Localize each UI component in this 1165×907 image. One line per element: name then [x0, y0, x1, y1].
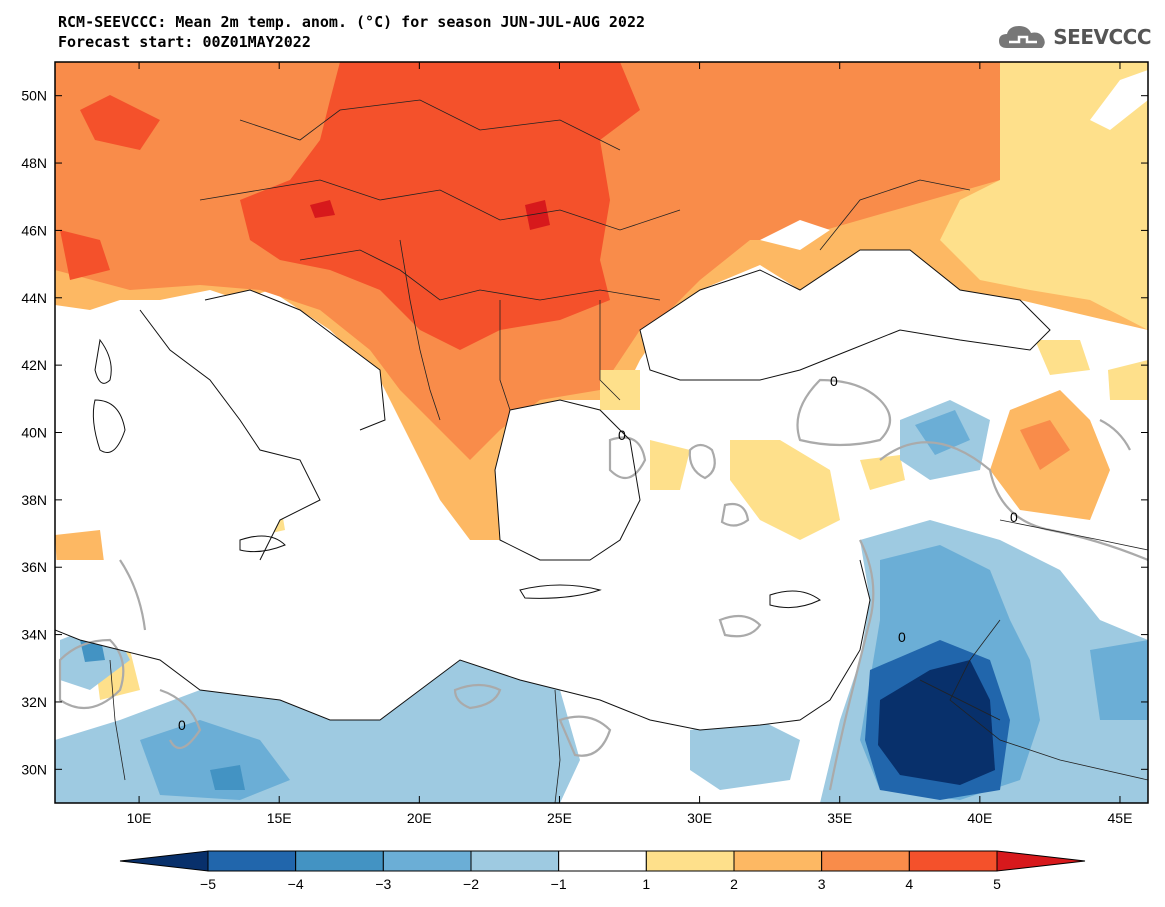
warm-anomaly-field — [55, 62, 1148, 700]
map-area: 0 0 0 0 0 — [55, 62, 1148, 803]
colorbar-label: −1 — [551, 876, 567, 892]
colorbar-segment — [733, 850, 823, 872]
map-title: RCM-SEEVCCC: Mean 2m temp. anom. (°C) fo… — [58, 13, 645, 31]
colorbar-label: 4 — [905, 876, 913, 892]
colorbar-label: −3 — [375, 876, 391, 892]
colorbar-segment — [821, 850, 910, 872]
y-tick-label: 30N — [21, 761, 47, 777]
colorbar-segment — [207, 850, 297, 872]
x-tick-label: 10E — [127, 810, 152, 826]
y-tick-label: 48N — [21, 155, 47, 171]
colorbar-segment — [645, 850, 735, 872]
colorbar-label: 5 — [993, 876, 1001, 892]
colorbar-segment — [295, 850, 384, 872]
contour-label: 0 — [898, 629, 906, 645]
colorbar-label: −4 — [288, 876, 304, 892]
colorbar: −5 −4 −3 −2 −1 1 2 3 4 5 — [119, 850, 1086, 892]
y-tick-label: 36N — [21, 559, 47, 575]
cold-anomaly-field — [55, 400, 1148, 803]
x-tick-label: 45E — [1108, 810, 1133, 826]
colorbar-label: −5 — [200, 876, 216, 892]
longitude-axis: 10E 15E 20E 25E 30E 35E 40E 45E — [127, 62, 1133, 826]
country-borders — [109, 99, 1148, 803]
cloud-icon — [999, 26, 1046, 48]
contour-label: 0 — [618, 427, 626, 443]
colorbar-segment — [382, 850, 472, 872]
x-tick-label: 40E — [967, 810, 992, 826]
colorbar-segment — [908, 850, 998, 872]
colorbar-label: 3 — [818, 876, 826, 892]
colorbar-label: 1 — [642, 876, 650, 892]
colorbar-segment — [558, 850, 647, 872]
contour-label: 0 — [178, 717, 186, 733]
contour-label: 0 — [1010, 509, 1018, 525]
y-tick-label: 32N — [21, 694, 47, 710]
y-tick-label: 34N — [21, 627, 47, 643]
seevccc-logo: SEEVCCC — [997, 22, 1151, 52]
colorbar-segment — [119, 850, 209, 872]
map-subtitle: Forecast start: 00Z01MAY2022 — [58, 33, 311, 51]
y-tick-label: 50N — [21, 88, 47, 104]
contour-labels: 0 0 0 0 0 — [178, 373, 1018, 733]
colorbar-label: −2 — [463, 876, 479, 892]
y-tick-label: 46N — [21, 222, 47, 238]
sea-areas — [55, 70, 1148, 730]
x-tick-label: 30E — [687, 810, 712, 826]
x-tick-label: 20E — [407, 810, 432, 826]
x-tick-label: 35E — [827, 810, 852, 826]
latitude-axis: 50N 48N 46N 44N 42N 40N 38N 36N 34N 32N 30N — [21, 88, 1148, 777]
colorbar-segment — [996, 850, 1086, 872]
y-tick-label: 42N — [21, 357, 47, 373]
title-block: RCM-SEEVCCC: Mean 2m temp. anom. (°C) fo… — [58, 12, 645, 52]
zero-contours — [58, 378, 1148, 791]
y-tick-label: 38N — [21, 492, 47, 508]
coastlines — [55, 249, 1051, 731]
logo-text: SEEVCCC — [1053, 25, 1151, 49]
x-tick-label: 25E — [547, 810, 572, 826]
y-tick-label: 40N — [21, 425, 47, 441]
colorbar-segment — [470, 850, 560, 872]
y-tick-label: 44N — [21, 290, 47, 306]
x-tick-label: 15E — [267, 810, 292, 826]
contour-label: 0 — [830, 373, 838, 389]
colorbar-label: 2 — [730, 876, 738, 892]
